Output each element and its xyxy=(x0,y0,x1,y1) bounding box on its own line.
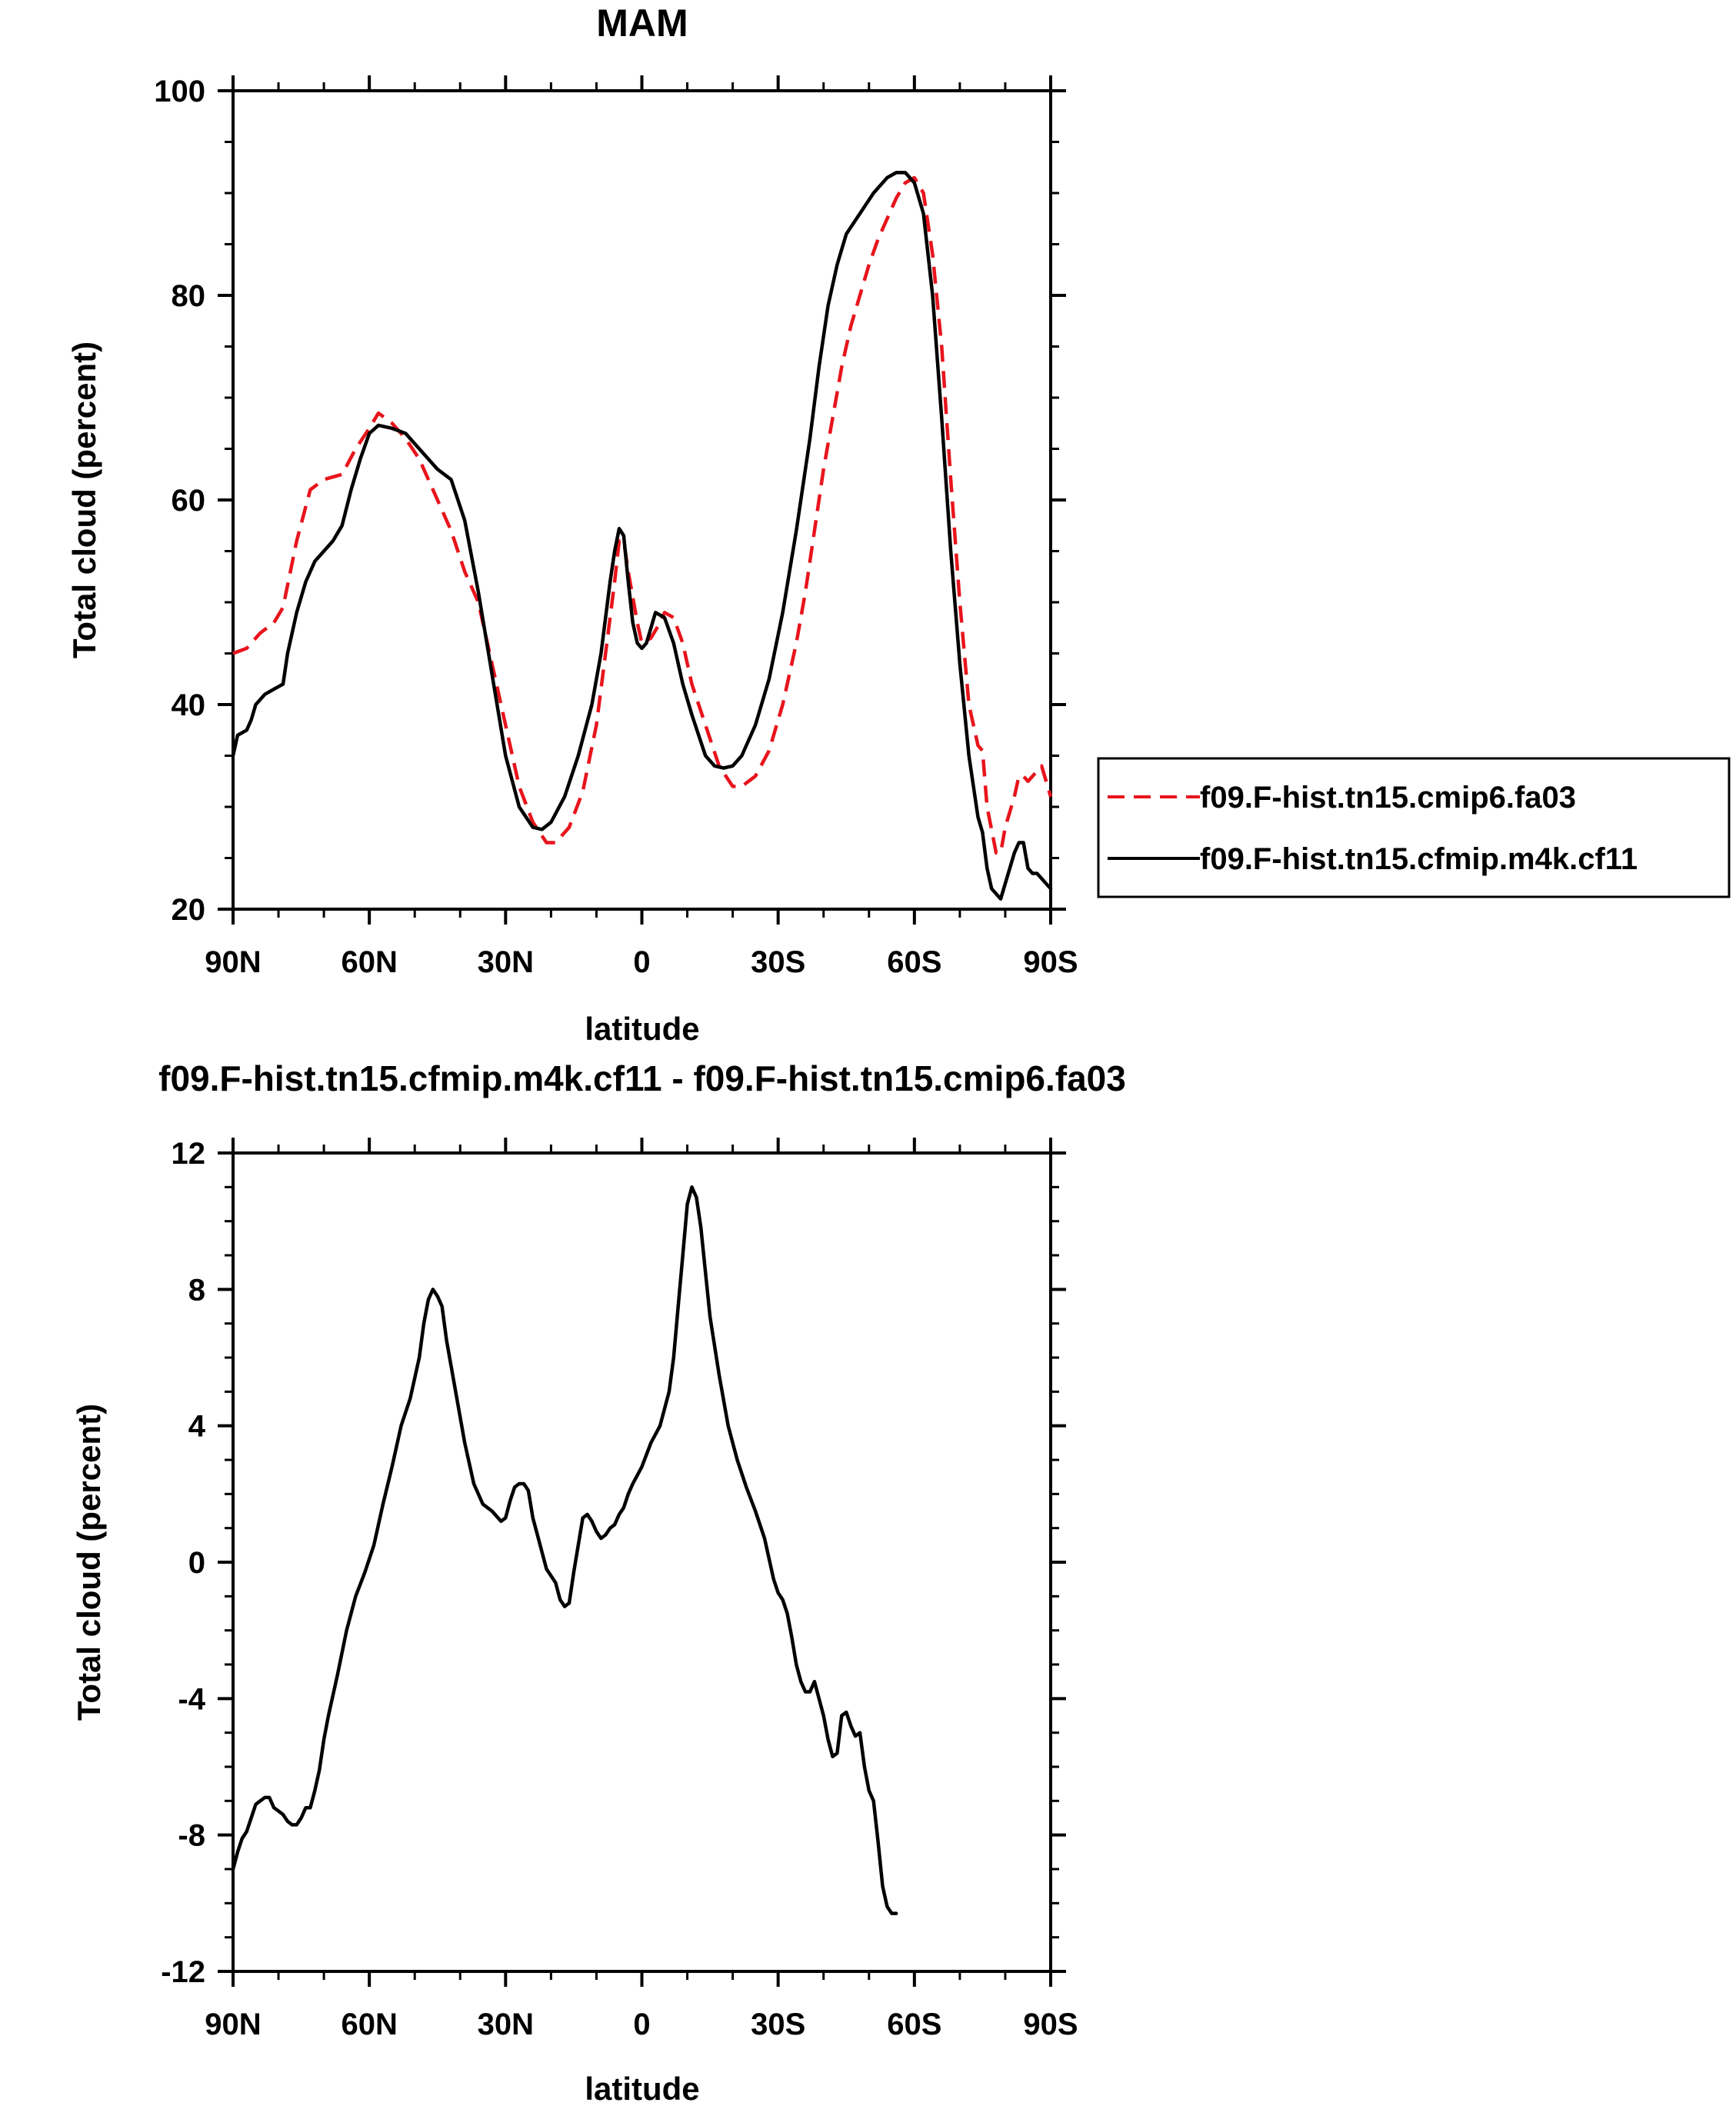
legend-label-series-2: f09.F-hist.tn15.cfmip.m4k.cf11 xyxy=(1200,842,1638,876)
bottom-y-axis-label: Total cloud (percent) xyxy=(71,1404,107,1721)
top-x-tick-label: 60S xyxy=(887,945,941,979)
bottom-y-tick-label: -12 xyxy=(161,1955,205,1989)
bottom-y-tick-label: 8 xyxy=(188,1273,205,1307)
bottom-x-tick-label: 90N xyxy=(205,2008,261,2041)
top-x-tick-label: 90S xyxy=(1023,945,1078,979)
top-x-tick-label: 60N xyxy=(341,945,397,979)
top-y-tick-labels: 20 40 60 80 100 xyxy=(154,75,205,927)
bottom-plot-frame xyxy=(232,1151,1052,1973)
bottom-x-tick-label: 30N xyxy=(478,2008,534,2041)
top-panel: MAM 20 40 60 80 100 90N 60N 30N 0 30S 60S 90S lati… xyxy=(66,2,1731,1047)
bottom-y-tick-label: -8 xyxy=(178,1819,205,1853)
bottom-x-axis-label: latitude xyxy=(585,2071,699,2106)
bottom-x-tick-label: 90S xyxy=(1023,2008,1078,2041)
top-y-tick-label: 100 xyxy=(154,75,205,108)
top-series-line-2 xyxy=(231,171,1053,901)
bottom-y-tick-label: 0 xyxy=(188,1546,205,1580)
top-plot-frame xyxy=(232,89,1052,911)
top-x-tick-label: 90N xyxy=(205,945,261,979)
bottom-y-tick-label: 4 xyxy=(188,1410,206,1444)
top-x-tick-label: 0 xyxy=(633,945,650,979)
top-y-axis-label: Total cloud (percent) xyxy=(66,342,102,658)
bottom-x-tick-label: 30S xyxy=(751,2008,805,2041)
top-chart-title: MAM xyxy=(596,2,688,45)
top-x-tick-label: 30S xyxy=(751,945,805,979)
bottom-series-line-1 xyxy=(231,1185,898,1915)
bottom-x-tick-labels: 90N 60N 30N 0 30S 60S 90S xyxy=(205,2008,1078,2041)
bottom-x-tick-label: 60N xyxy=(341,2008,397,2041)
bottom-chart-series-group xyxy=(231,1185,898,1915)
bottom-y-tick-label: -4 xyxy=(178,1682,205,1716)
top-x-tick-label: 30N xyxy=(478,945,534,979)
top-x-tick-labels: 90N 60N 30N 0 30S 60S 90S xyxy=(205,945,1078,979)
legend-box xyxy=(1097,757,1731,898)
top-y-tick-label: 80 xyxy=(172,279,206,313)
bottom-x-tick-label: 60S xyxy=(887,2008,941,2041)
top-y-tick-label: 60 xyxy=(172,484,206,518)
bottom-panel: f09.F-hist.tn15.cfmip.m4k.cf11 - f09.F-h… xyxy=(71,1058,1126,2106)
top-chart-ticks xyxy=(218,75,1066,925)
bottom-x-tick-label: 0 xyxy=(633,2008,650,2041)
top-y-tick-label: 20 xyxy=(172,893,206,927)
bottom-y-tick-labels: -12 -8 -4 0 4 8 12 xyxy=(161,1137,206,1989)
legend: f09.F-hist.tn15.cmip6.fa03 f09.F-hist.tn… xyxy=(1097,757,1731,898)
bottom-y-tick-label: 12 xyxy=(172,1137,206,1171)
top-series-line-1 xyxy=(232,175,1053,855)
bottom-chart-title: f09.F-hist.tn15.cfmip.m4k.cf11 - f09.F-h… xyxy=(158,1058,1126,1098)
top-chart-series-group xyxy=(231,171,1053,901)
bottom-chart-ticks xyxy=(218,1138,1066,1987)
top-y-tick-label: 40 xyxy=(172,688,206,722)
legend-label-series-1: f09.F-hist.tn15.cmip6.fa03 xyxy=(1200,781,1576,815)
top-x-axis-label: latitude xyxy=(585,1011,699,1047)
